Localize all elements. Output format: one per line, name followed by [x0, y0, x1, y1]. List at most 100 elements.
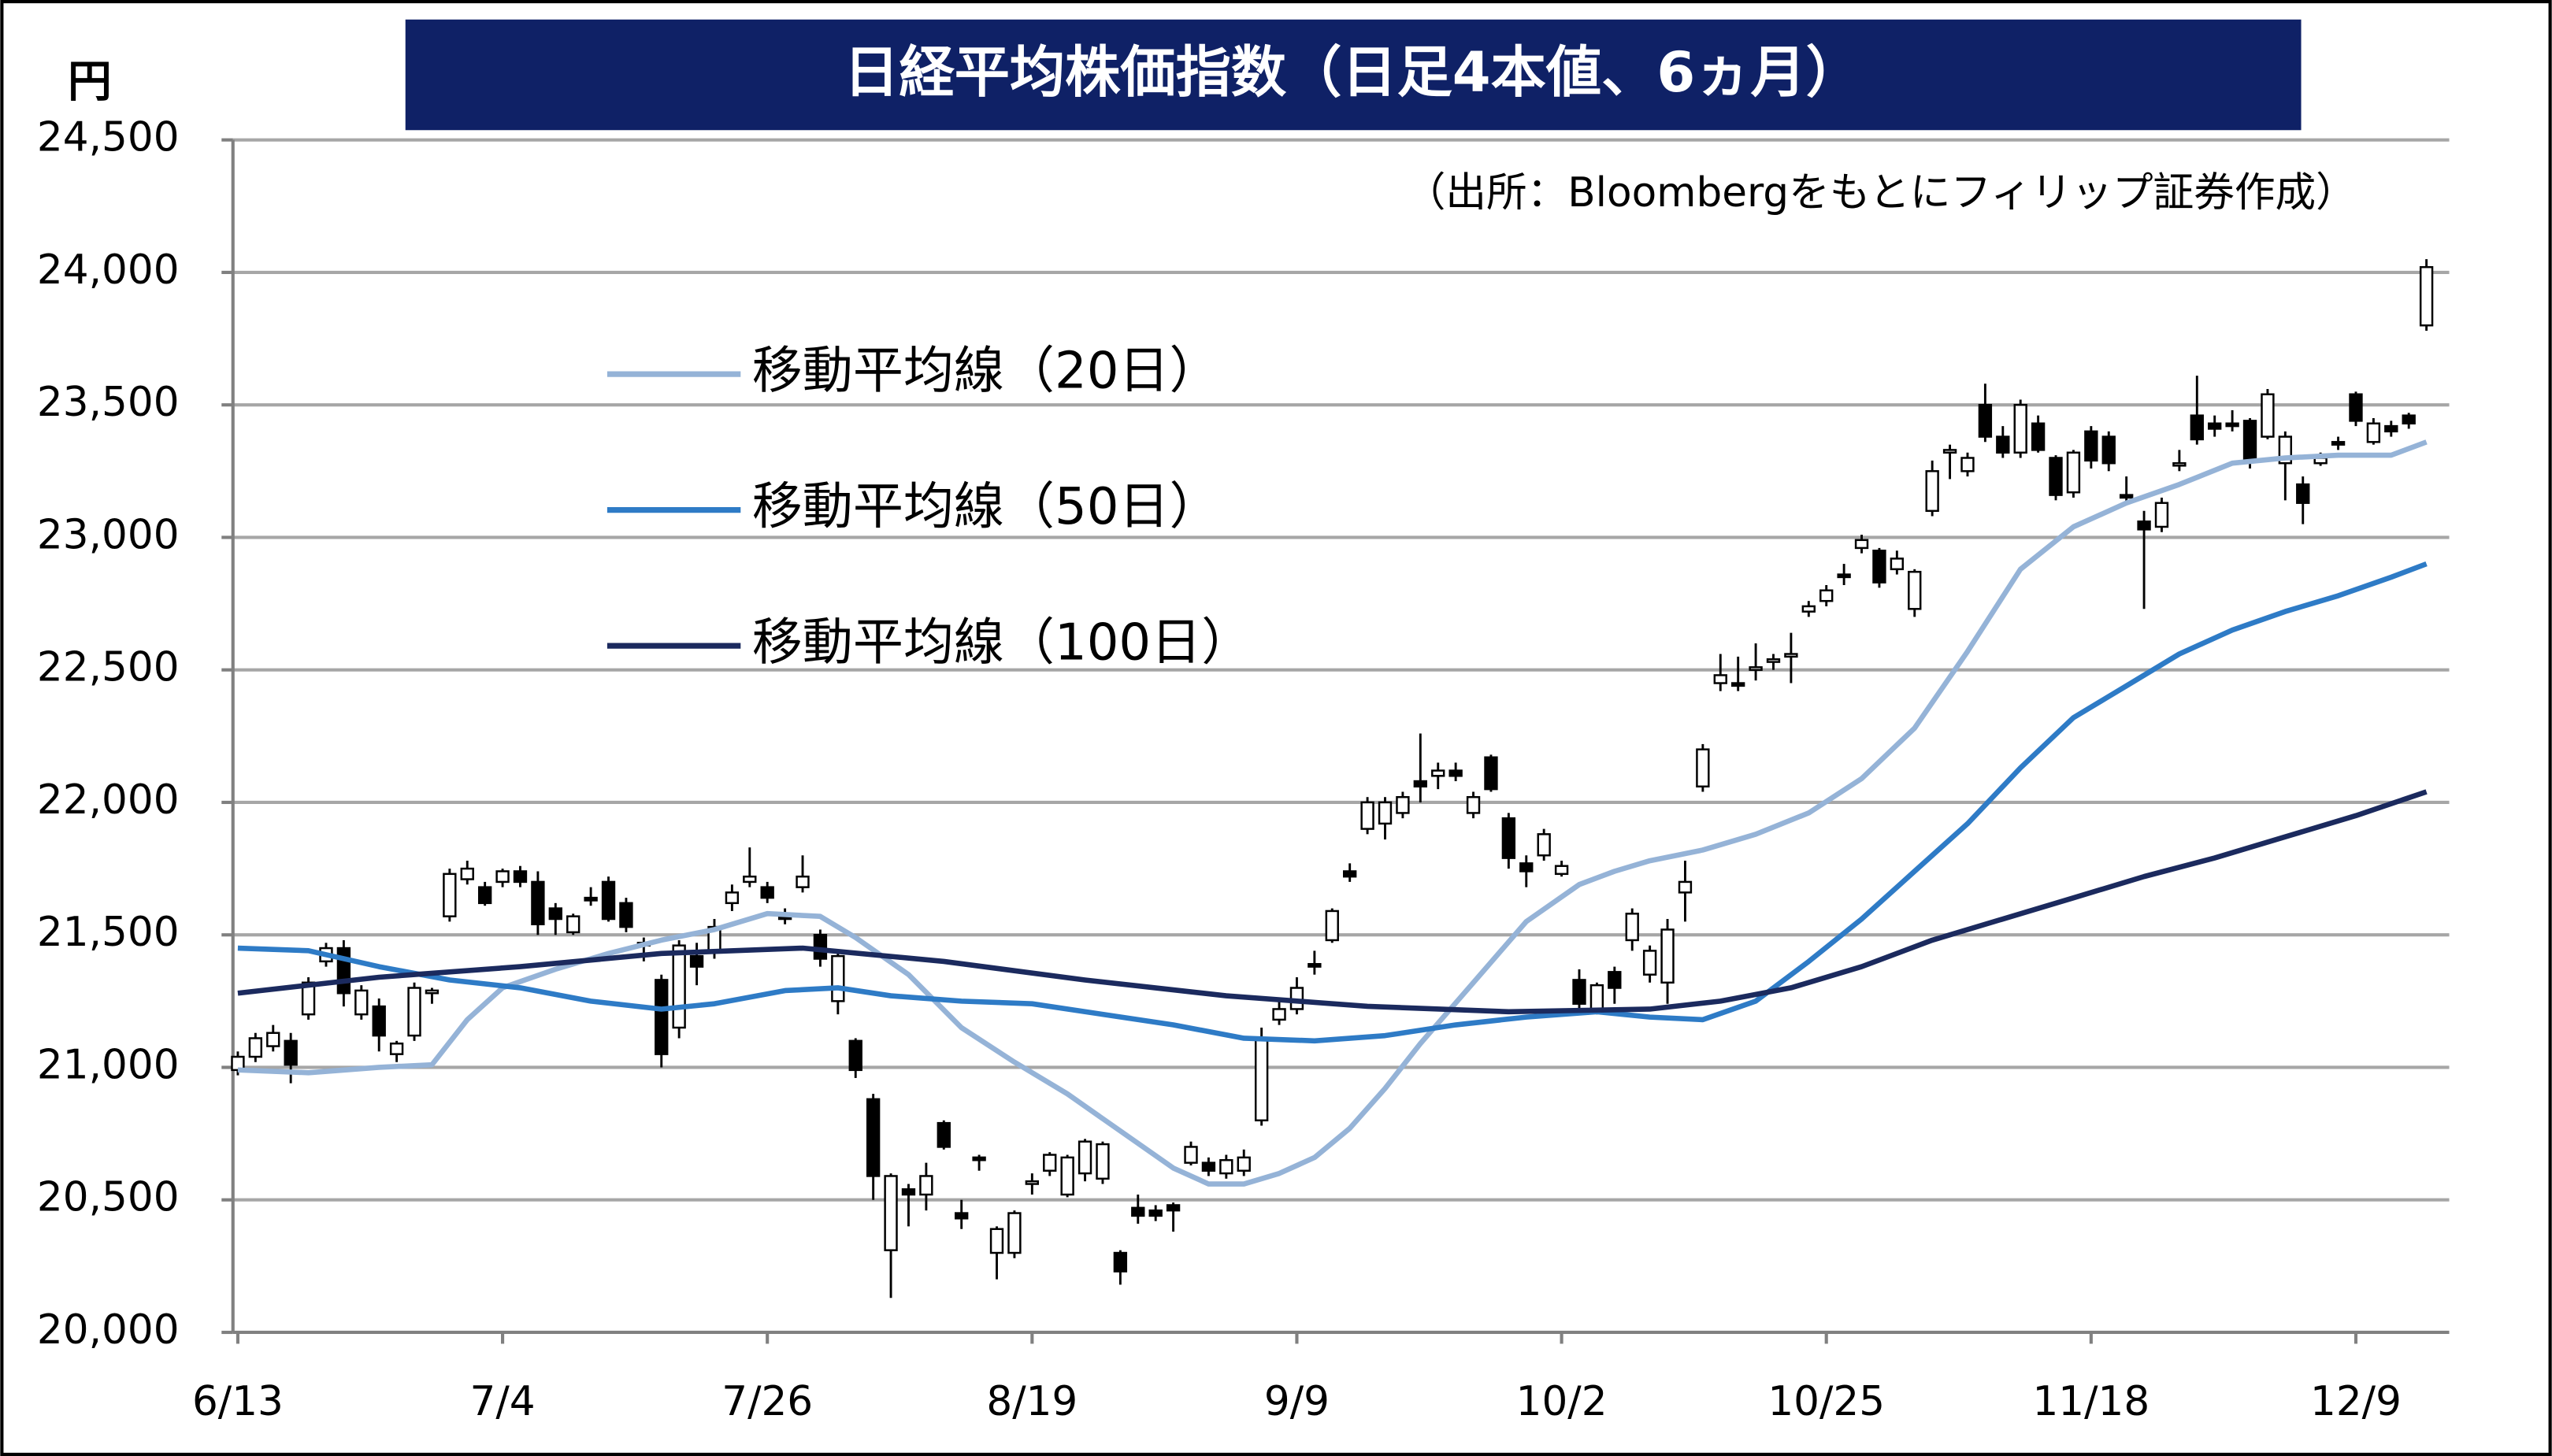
- candle-body: [1730, 682, 1745, 687]
- candle-body: [566, 915, 581, 934]
- candle-body: [2101, 435, 2116, 465]
- candle-body: [301, 981, 316, 1016]
- candle-body: [1484, 756, 1498, 791]
- candle-body: [1942, 449, 1957, 454]
- y-axis-label: 円: [68, 57, 112, 108]
- candle-body: [1131, 1206, 1145, 1217]
- candle-body: [1431, 769, 1445, 777]
- chart-subtitle: （出所：Bloombergをもとにフィリップ証券作成）: [1405, 169, 2357, 217]
- candle-body: [1537, 833, 1551, 857]
- x-tick-label: 6/13: [192, 1378, 284, 1425]
- candle-body: [425, 989, 440, 995]
- candle-body: [2366, 422, 2381, 443]
- candle-body: [1854, 539, 1869, 550]
- candle-body: [937, 1121, 951, 1148]
- title-box: [405, 19, 2302, 131]
- candle-body: [1184, 1146, 1198, 1164]
- candle-body: [1378, 801, 1393, 825]
- candle-body: [443, 872, 457, 917]
- candle-body: [2261, 393, 2275, 438]
- candle-body: [1589, 984, 1604, 1010]
- y-tick-label: 22,500: [37, 644, 180, 691]
- candle-body: [743, 875, 757, 884]
- candle-body: [2172, 461, 2187, 467]
- candle-body: [1925, 470, 1939, 513]
- candle-body: [1554, 865, 1569, 876]
- candle-body: [2031, 422, 2046, 451]
- candle-body: [2119, 494, 2134, 499]
- candle-body: [1978, 403, 1993, 438]
- candle-body: [1025, 1180, 1040, 1185]
- candle-body: [1784, 653, 1798, 658]
- candle-body: [2225, 422, 2239, 428]
- candle-body: [266, 1032, 280, 1047]
- candle-body: [336, 947, 351, 995]
- candle-body: [1043, 1154, 1057, 1172]
- candle-body: [1148, 1209, 1163, 1217]
- candle-body: [848, 1039, 862, 1072]
- candle-body: [672, 944, 686, 1029]
- x-tick-label: 7/4: [470, 1378, 536, 1425]
- y-tick-label: 21,500: [37, 909, 180, 956]
- candle-body: [284, 1039, 298, 1066]
- candle-body: [1237, 1156, 1251, 1172]
- candle-body: [1696, 748, 1710, 788]
- candle-body: [1519, 862, 1534, 872]
- y-tick-label: 21,000: [37, 1041, 180, 1088]
- candle-body: [1908, 570, 1922, 610]
- candle-body: [548, 907, 562, 921]
- candle-body: [2066, 451, 2081, 494]
- candle-body: [2384, 424, 2398, 433]
- candle-body: [2049, 457, 2063, 496]
- y-tick-label: 24,000: [37, 246, 180, 294]
- candle-body: [248, 1037, 263, 1058]
- candle-body: [655, 979, 669, 1055]
- candle-body: [901, 1188, 916, 1196]
- candle-body: [972, 1156, 986, 1161]
- candle-body: [1078, 1140, 1092, 1175]
- y-tick-label: 24,500: [37, 114, 180, 161]
- candle-body: [389, 1042, 404, 1055]
- candle-body: [866, 1098, 881, 1177]
- candle-body: [2349, 393, 2363, 422]
- y-tick-label: 23,500: [37, 379, 180, 426]
- candle-body: [919, 1175, 933, 1196]
- candle-body: [601, 880, 616, 921]
- candle-body: [2013, 403, 2027, 454]
- candle-body: [531, 880, 545, 925]
- x-tick-label: 7/26: [721, 1378, 813, 1425]
- y-tick-label: 23,000: [37, 511, 180, 558]
- y-tick-label: 20,500: [37, 1174, 180, 1221]
- candle-body: [1343, 870, 1357, 878]
- candle-body: [1096, 1143, 1110, 1180]
- candle-body: [725, 891, 740, 905]
- candle-body: [1890, 558, 1905, 571]
- candle-body: [1678, 880, 1693, 894]
- candle-body: [584, 896, 598, 902]
- candle-body: [1819, 589, 1834, 602]
- candle-body: [1713, 674, 1727, 684]
- candle-body: [1219, 1159, 1233, 1175]
- y-tick-label: 20,000: [37, 1306, 180, 1354]
- chart-title: 日経平均株価指数（日足4本値、6ヵ月）: [844, 40, 1861, 105]
- candle-body: [1396, 795, 1410, 814]
- candle-body: [1360, 801, 1374, 830]
- candle-body: [1201, 1161, 1216, 1172]
- candle-body: [1872, 550, 1886, 584]
- candle-body: [354, 989, 369, 1016]
- candle-body: [2419, 265, 2434, 327]
- candle-body: [407, 987, 421, 1037]
- candle-body: [1466, 795, 1481, 814]
- candle-body: [1801, 605, 1816, 613]
- candle-body: [2402, 414, 2416, 424]
- candle-body: [1254, 1037, 1269, 1122]
- candle-body: [1448, 769, 1463, 777]
- candle-body: [1996, 435, 2010, 454]
- candle-body: [2296, 483, 2310, 504]
- candle-body: [689, 954, 704, 968]
- candle-body: [619, 902, 633, 928]
- candle-body: [1413, 780, 1427, 788]
- candle-body: [955, 1212, 969, 1220]
